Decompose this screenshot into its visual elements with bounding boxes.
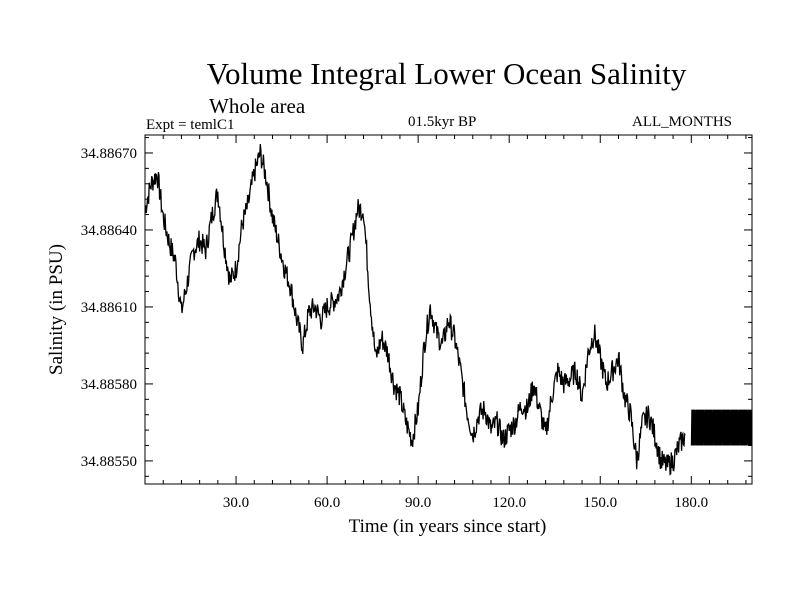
- chart-subtitle: Whole area: [209, 94, 306, 118]
- x-tick-label: 120.0: [492, 495, 526, 511]
- x-tick-label: 30.0: [223, 495, 249, 511]
- y-tick-label: 34.88610: [81, 300, 137, 316]
- x-tick-label: 60.0: [314, 495, 340, 511]
- y-axis-label: Salinity (in PSU): [46, 244, 67, 375]
- x-tick-label: 150.0: [583, 495, 617, 511]
- period-label: 01.5kyr BP: [408, 114, 477, 130]
- y-tick-label: 34.88670: [81, 146, 137, 162]
- months-label: ALL_MONTHS: [632, 114, 732, 130]
- series-layer: [145, 144, 752, 476]
- y-tick-label: 34.88550: [81, 454, 137, 470]
- x-axis-label: Time (in years since start): [349, 516, 547, 537]
- ticks-layer: [145, 135, 752, 484]
- series-line-annual-cycle: [690, 409, 752, 446]
- series-line-salinity: [145, 144, 686, 476]
- x-tick-label: 180.0: [674, 495, 708, 511]
- labels-layer: 30.0 60.0 90.0 120.0 150.0 180.0 34.88550 34.88…: [46, 146, 708, 537]
- y-tick-label: 34.88580: [81, 377, 137, 393]
- y-tick-label: 34.88640: [81, 223, 137, 239]
- experiment-label: Expt = temlC1: [146, 117, 235, 133]
- x-tick-label: 90.0: [405, 495, 431, 511]
- chart-title: Volume Integral Lower Ocean Salinity: [206, 56, 687, 91]
- plot-frame: [144, 134, 753, 485]
